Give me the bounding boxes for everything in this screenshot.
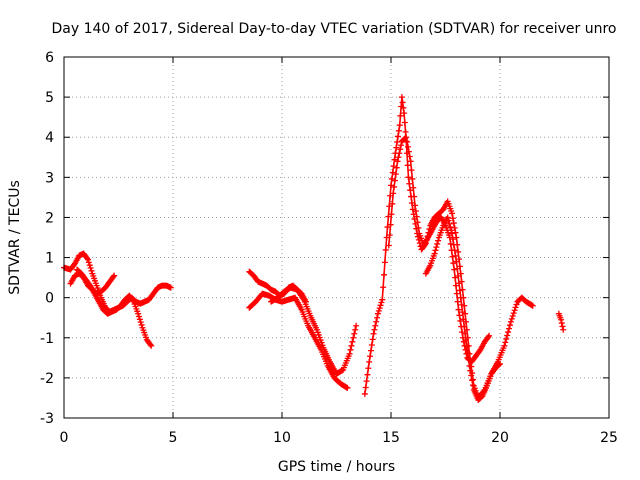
series-markers: [74, 266, 155, 349]
x-tick-label: 5: [169, 430, 178, 446]
y-tick-label: -1: [40, 331, 54, 347]
y-tick-label: 2: [45, 210, 54, 226]
series-markers: [246, 290, 351, 391]
y-tick-label: 5: [45, 90, 54, 106]
y-tick-label: 6: [45, 50, 54, 66]
chart-title: Day 140 of 2017, Sidereal Day-to-day VTE…: [52, 21, 617, 37]
y-tick-label: 3: [45, 170, 54, 186]
axis-ticks: 0 5 10 15 20 25 -3 -2 -1 0 1 2 3 4 5 6: [40, 50, 618, 446]
y-tick-label: 0: [45, 291, 54, 307]
plot-frame: [63, 56, 610, 419]
x-tick-label: 15: [382, 430, 400, 446]
x-tick-label: 0: [60, 430, 69, 446]
y-axis-label: SDTVAR / TECUs: [7, 180, 23, 295]
data-series: [61, 94, 567, 403]
series-markers: [555, 310, 567, 333]
y-tick-label: 4: [45, 130, 54, 146]
series-arc-10: [555, 310, 567, 333]
x-axis-label: GPS time / hours: [278, 459, 395, 475]
y-tick-label: -2: [40, 371, 54, 387]
series-arc-5: [246, 290, 351, 391]
series-arc-7: [361, 94, 536, 401]
series-arc-9: [422, 214, 503, 403]
x-tick-label: 20: [491, 430, 509, 446]
y-tick-label: -3: [40, 411, 54, 427]
y-tick-label: 1: [45, 251, 54, 267]
series-arc-6: [268, 284, 360, 377]
series-markers: [268, 284, 360, 377]
x-tick-label: 10: [273, 430, 291, 446]
series-arc-3: [74, 266, 155, 349]
x-tick-label: 25: [600, 430, 618, 446]
series-markers: [422, 214, 503, 403]
